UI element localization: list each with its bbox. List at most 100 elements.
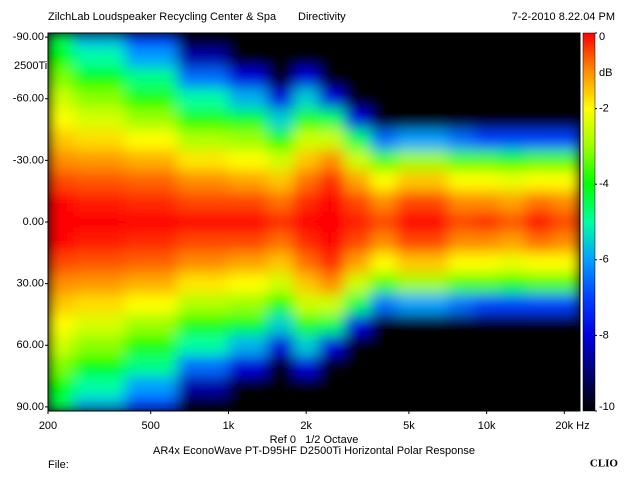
heatmap-cell [499, 33, 526, 48]
heatmap-cell [448, 293, 475, 315]
heatmap-cell [177, 191, 229, 213]
heatmap-cell [228, 33, 268, 48]
heatmap-cell [293, 252, 320, 274]
heatmap-cell [124, 88, 178, 110]
heatmap-cell [499, 376, 526, 398]
heatmap-clip [48, 33, 580, 411]
y-tick-label: -30.00 [13, 154, 44, 166]
heatmap-cell [344, 67, 371, 89]
heatmap-cell [396, 232, 423, 254]
heatmap-cell [318, 293, 345, 315]
heatmap-cell [499, 396, 526, 411]
heatmap-cell [318, 109, 345, 131]
heatmap-cell [421, 314, 449, 336]
heatmap-cell [370, 314, 397, 336]
heatmap-cell [448, 33, 475, 48]
y-tick-label: -60.00 [13, 93, 44, 105]
heatmap-cell [474, 314, 500, 336]
heatmap-cell [396, 88, 423, 110]
heatmap-cell [267, 293, 295, 315]
heatmap-cell [344, 33, 371, 48]
heatmap-cell [474, 273, 500, 295]
heatmap-cell [177, 170, 229, 192]
heatmap-cell [124, 376, 178, 398]
heatmap-cell [474, 211, 500, 233]
heatmap-cell [177, 88, 229, 110]
heatmap-cell [421, 150, 449, 172]
heatmap-cell [267, 88, 295, 110]
heatmap-cell [48, 47, 74, 69]
heatmap-cell [370, 293, 397, 315]
heatmap-cell [73, 211, 126, 233]
heatmap-cell [370, 211, 397, 233]
heatmap-cell [293, 232, 320, 254]
heatmap-cell [318, 334, 345, 357]
heatmap-cell [421, 47, 449, 69]
heatmap-cell [124, 396, 178, 411]
heatmap-cell [124, 47, 178, 69]
heatmap-cell [228, 170, 268, 192]
heatmap-cell [421, 191, 449, 213]
heatmap-cell [474, 150, 500, 172]
heatmap-cell [421, 334, 449, 357]
heatmap-cell [525, 88, 553, 110]
heatmap-cell [474, 67, 500, 89]
heatmap-cell [396, 252, 423, 274]
heatmap-cell [228, 232, 268, 254]
heatmap-cell [73, 252, 126, 274]
heatmap-cell [228, 252, 268, 274]
heatmap-cell [525, 396, 553, 411]
heatmap-cell [318, 211, 345, 233]
heatmap-cell [73, 47, 126, 69]
heatmap-cell [48, 129, 74, 151]
heatmap-cell [293, 396, 320, 411]
heatmap-cell [474, 170, 500, 192]
heatmap-cell [421, 129, 449, 151]
heatmap-cell [228, 314, 268, 336]
heatmap-cell [48, 376, 74, 398]
subtitle: AR4x EconoWave PT-D95HF D2500Ti Horizont… [153, 445, 475, 457]
heatmap-cell [499, 355, 526, 377]
heatmap-cell [228, 334, 268, 357]
heatmap-cell [344, 252, 371, 274]
heatmap-cell [267, 232, 295, 254]
heatmap-cell [370, 67, 397, 89]
heatmap-cell [177, 150, 229, 172]
heatmap-cell [421, 88, 449, 110]
heatmap-cell [474, 33, 500, 48]
heatmap-cell [370, 273, 397, 295]
heatmap-cell [124, 129, 178, 151]
heatmap-cell [48, 355, 74, 377]
heatmap-cell [48, 293, 74, 315]
heatmap-cell [48, 33, 74, 48]
heatmap-cell [48, 109, 74, 131]
colorbar-tick-label: -4 [599, 178, 609, 190]
heatmap-cell [73, 67, 126, 89]
heatmap-cell [293, 376, 320, 398]
heatmap-cell [525, 150, 553, 172]
heatmap-cell [551, 396, 580, 411]
heatmap-cell [228, 191, 268, 213]
heatmap-cell [124, 211, 178, 233]
heatmap-cell [124, 314, 178, 336]
heatmap-cell [551, 191, 580, 213]
heatmap-cell [551, 314, 580, 336]
colorbar [582, 32, 596, 412]
heatmap-cell [421, 33, 449, 48]
x-tick-label: 200 [39, 420, 57, 432]
heatmap-cell [396, 211, 423, 233]
heatmap-cell [344, 273, 371, 295]
heatmap-cell [177, 334, 229, 357]
heatmap-cell [344, 170, 371, 192]
heatmap-cell [525, 314, 553, 336]
heatmap-cell [293, 314, 320, 336]
heatmap-cell [474, 232, 500, 254]
heatmap-cell [73, 314, 126, 336]
heatmap-cell [177, 109, 229, 131]
heatmap-cell [448, 109, 475, 131]
heatmap-cell [499, 314, 526, 336]
colorbar-tick-label: 0 [599, 31, 605, 43]
heatmap-cell [267, 191, 295, 213]
heatmap-cell [421, 232, 449, 254]
